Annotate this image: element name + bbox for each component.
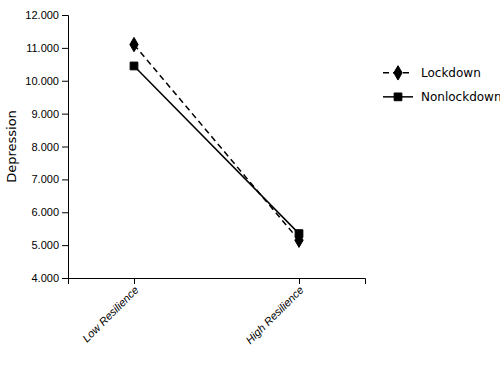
x-tick: Low Resilience	[80, 278, 141, 344]
y-tick: 7.000	[31, 173, 68, 185]
x-tick-mark	[299, 278, 300, 284]
y-tick: 8.000	[31, 141, 68, 153]
y-tick-mark	[62, 114, 68, 115]
series-line	[134, 45, 299, 241]
legend: Lockdown Nonlockdown	[383, 66, 500, 104]
x-tick-label: Low Resilience	[80, 284, 141, 345]
y-tick-label: 12.000	[25, 9, 59, 21]
x-axis-line	[69, 279, 366, 285]
y-axis: 4.000 5.000 6.000 7.000 8.000 9.000 10.000 11.0…	[25, 9, 68, 284]
y-tick-mark	[62, 278, 68, 279]
y-tick-label: 4.000	[31, 272, 59, 284]
legend-item: Lockdown	[383, 66, 481, 80]
y-tick-label: 6.000	[31, 206, 59, 218]
y-tick-label: 11.000	[26, 42, 59, 54]
y-tick-mark	[62, 147, 68, 148]
y-tick-label: 9.000	[31, 108, 59, 120]
y-tick-label: 5.000	[31, 239, 59, 251]
marks	[130, 37, 303, 247]
y-tick-label: 8.000	[31, 141, 59, 153]
plot: Low Resilience High Resilience 4.000 5.000 6…	[4, 9, 500, 346]
series-line	[134, 66, 299, 234]
y-tick-label: 10.000	[25, 75, 59, 87]
y-tick: 11.000	[26, 42, 68, 54]
point-marker	[130, 62, 138, 70]
y-tick: 12.000	[25, 9, 68, 21]
x-axis: Low Resilience High Resilience	[69, 278, 366, 346]
point-marker	[130, 37, 138, 51]
y-tick: 9.000	[31, 108, 68, 120]
legend-marker	[394, 66, 402, 80]
y-tick-mark	[62, 179, 68, 180]
y-tick-mark	[62, 245, 68, 246]
y-tick: 6.000	[31, 206, 68, 218]
x-tick: High Resilience	[243, 278, 306, 346]
legend-label: Nonlockdown	[421, 90, 500, 104]
chart: Low Resilience High Resilience 4.000 5.000 6…	[0, 0, 500, 366]
y-tick: 5.000	[31, 239, 68, 251]
y-tick-mark	[62, 81, 68, 82]
y-tick-label: 7.000	[31, 173, 59, 185]
y-tick-mark	[62, 212, 68, 213]
legend-marker	[394, 93, 402, 101]
y-tick-mark	[62, 15, 68, 16]
legend-label: Lockdown	[421, 66, 481, 80]
y-tick-mark	[62, 48, 68, 49]
point-marker	[295, 230, 303, 238]
y-tick: 4.000	[31, 272, 68, 284]
x-tick-mark	[134, 278, 135, 284]
y-tick: 10.000	[25, 75, 68, 87]
y-axis-line	[62, 16, 69, 279]
x-tick-label: High Resilience	[243, 284, 306, 347]
y-axis-title: Depression	[4, 110, 19, 183]
legend-item: Nonlockdown	[383, 90, 500, 104]
